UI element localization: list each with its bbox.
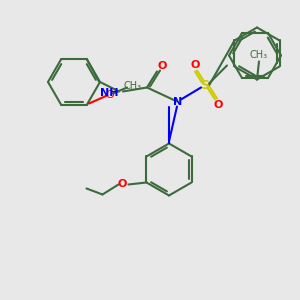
Text: O: O: [213, 100, 223, 110]
Text: O: O: [190, 61, 200, 70]
Text: NH: NH: [100, 88, 118, 98]
Text: CH₃: CH₃: [124, 80, 142, 91]
Text: S: S: [200, 79, 209, 92]
Text: O: O: [157, 61, 167, 71]
Text: O: O: [106, 89, 114, 100]
Text: O: O: [118, 179, 127, 190]
Text: CH₃: CH₃: [250, 50, 268, 61]
Text: N: N: [173, 98, 183, 107]
